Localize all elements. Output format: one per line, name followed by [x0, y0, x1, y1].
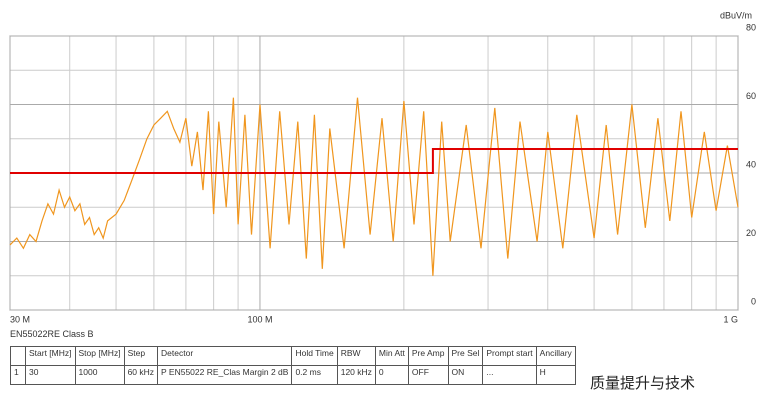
x-tick-label: 1 G: [723, 314, 738, 324]
header-cell: RBW: [336, 346, 376, 366]
cell: 0: [374, 365, 409, 385]
cell: 1000: [74, 365, 125, 385]
y-axis-label: dBuV/m: [720, 10, 752, 20]
cell: 1: [10, 365, 26, 385]
header-row: Start [MHz] Stop [MHz] Step Detector Hold Ti…: [10, 346, 576, 366]
watermark: 质量提升与技术: [590, 374, 696, 392]
header-cell: Stop [MHz]: [74, 346, 125, 366]
limit-line: [10, 148, 738, 174]
cell: ...: [482, 365, 537, 385]
header-cell: Step: [123, 346, 159, 366]
cell: 30: [25, 365, 76, 385]
header-cell: Min Att: [374, 346, 409, 366]
cell: P EN55022 RE_Clas Margin 2 dB: [157, 365, 293, 385]
header-cell: Detector: [157, 346, 293, 366]
x-tick-label: 100 M: [247, 314, 272, 324]
y-tick-label: 40: [746, 159, 756, 169]
settings-table: Start [MHz] Stop [MHz] Step Detector Hold Ti…: [10, 346, 576, 385]
y-tick-label: 80: [746, 22, 756, 32]
x-tick-label: 30 M: [10, 314, 30, 324]
cell: 0.2 ms: [291, 365, 338, 385]
chart: dBuV/m 30 M 100 M 1 G 0 20 40 60 80: [9, 10, 756, 324]
cell: 120 kHz: [336, 365, 376, 385]
y-tick-label: 60: [746, 91, 756, 101]
y-tick-label: 0: [751, 296, 756, 306]
header-cell: Hold Time: [291, 346, 338, 366]
cell: ON: [447, 365, 484, 385]
caption: EN55022RE Class B: [10, 329, 94, 339]
cell: H: [535, 365, 576, 385]
cell: 60 kHz: [123, 365, 159, 385]
header-cell: Pre Sel: [447, 346, 484, 366]
header-cell: Start [MHz]: [25, 346, 76, 366]
emission-trace: [9, 97, 739, 276]
cell: OFF: [407, 365, 449, 385]
y-tick-label: 20: [746, 228, 756, 238]
header-cell: Prompt start: [482, 346, 537, 366]
header-cell: Ancillary: [535, 346, 576, 366]
table-row: 1 30 1000 60 kHz P EN55022 RE_Clas Margin 2 …: [10, 365, 576, 385]
header-cell: Pre Amp: [407, 346, 449, 366]
corner-cell: [10, 346, 26, 366]
